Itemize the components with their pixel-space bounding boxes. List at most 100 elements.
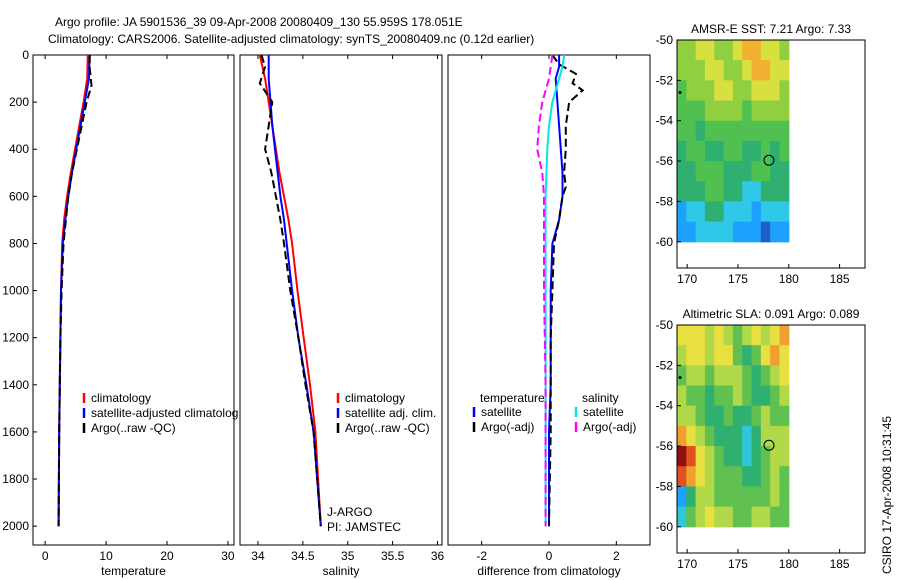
map-title: Altimetric SLA: 0.091 Argo: 0.089 bbox=[683, 307, 860, 321]
heatmap-cell bbox=[686, 466, 697, 488]
heatmap-cell bbox=[770, 120, 781, 142]
heatmap-cell bbox=[704, 325, 715, 346]
salinity-profile: 34 34.5 35 35.5 36 salinity climatologysatelli… bbox=[239, 54, 445, 578]
series-line-climatology bbox=[57, 55, 89, 527]
heatmap-cell bbox=[695, 161, 706, 182]
heatmap-cell bbox=[760, 40, 771, 61]
heatmap-cell bbox=[695, 345, 706, 366]
heatmap-cell bbox=[732, 425, 743, 447]
heatmap-cell bbox=[695, 506, 706, 528]
heatmap-cell bbox=[686, 425, 697, 447]
altimetric-sla-map: 170 175 180 185 -50 -52 -54 -56 -58 -60 Altimetric… bbox=[656, 307, 866, 571]
heatmap-cell bbox=[695, 425, 706, 447]
x-tick-label: 180 bbox=[779, 272, 799, 286]
heatmap-cell bbox=[760, 80, 771, 102]
heatmap-cell bbox=[686, 345, 697, 366]
heatmap-cell bbox=[742, 120, 753, 142]
heatmap-cell bbox=[760, 325, 771, 346]
heatmap-cell bbox=[677, 345, 687, 366]
heatmap-cell bbox=[714, 140, 725, 162]
heatmap-cell bbox=[704, 140, 715, 162]
series-line-argo-raw-qc bbox=[258, 55, 322, 527]
y-tick-label: -58 bbox=[656, 479, 674, 493]
heatmap-cell bbox=[677, 181, 687, 203]
heatmap-cell bbox=[723, 385, 734, 407]
heatmap-cell bbox=[732, 60, 743, 81]
heatmap-cell bbox=[677, 140, 687, 162]
heatmap-cell bbox=[751, 325, 762, 346]
heatmap-cell bbox=[677, 120, 687, 142]
heatmap-cell bbox=[677, 161, 687, 182]
heatmap-cell bbox=[751, 405, 762, 427]
heatmap-cell bbox=[723, 140, 734, 162]
heatmap-cell bbox=[723, 325, 734, 346]
heatmap-cell bbox=[714, 100, 725, 122]
heatmap-cell bbox=[686, 365, 697, 387]
heatmap-cell bbox=[779, 506, 790, 528]
heatmap-cell bbox=[686, 181, 697, 203]
heatmap-cell bbox=[732, 201, 743, 223]
x-axis-label: salinity bbox=[323, 564, 360, 578]
heatmap-cell bbox=[770, 446, 781, 467]
legend-label: satellite bbox=[481, 405, 522, 419]
heatmap-cell bbox=[686, 325, 697, 346]
float-program-label: J-ARGO bbox=[327, 505, 372, 519]
heatmap-cell bbox=[695, 385, 706, 407]
heatmap-cell bbox=[723, 446, 734, 467]
y-tick-label: -52 bbox=[656, 73, 674, 87]
heatmap-cell bbox=[751, 181, 762, 203]
heatmap-cell bbox=[704, 425, 715, 447]
heatmap-cell bbox=[742, 466, 753, 488]
heatmap-cell bbox=[677, 201, 687, 223]
x-tick-label: 10 bbox=[99, 549, 113, 563]
legend-label: satellite adj. clim. bbox=[345, 406, 436, 420]
y-tick-label: 400 bbox=[9, 142, 29, 156]
legend-label: Argo(..raw -QC) bbox=[91, 421, 176, 435]
x-tick-label: 180 bbox=[779, 557, 799, 571]
legend-label: satellite bbox=[583, 405, 624, 419]
heatmap-cell bbox=[704, 201, 715, 223]
heatmap-cell bbox=[677, 446, 687, 467]
x-tick-label: 175 bbox=[728, 557, 748, 571]
principal-investigator-label: PI: JAMSTEC bbox=[327, 520, 401, 534]
heatmap-cell bbox=[677, 486, 687, 508]
heatmap-cell bbox=[677, 60, 687, 81]
x-axis-label: temperature bbox=[101, 564, 166, 578]
heatmap-cell bbox=[742, 181, 753, 203]
heatmap-cell bbox=[714, 466, 725, 488]
heatmap-cell bbox=[695, 80, 706, 102]
heatmap-cell bbox=[779, 325, 790, 346]
heatmap-cell bbox=[732, 446, 743, 467]
heatmap-cell bbox=[677, 325, 687, 346]
legend-label: Argo(-adj) bbox=[481, 420, 534, 434]
heatmap-cell bbox=[770, 201, 781, 223]
heatmap-cell bbox=[760, 120, 771, 142]
heatmap-cell bbox=[751, 486, 762, 508]
heatmap-cell bbox=[732, 161, 743, 182]
heatmap-cell bbox=[704, 466, 715, 488]
y-tick-label: -54 bbox=[656, 399, 674, 413]
heatmap-cell bbox=[770, 466, 781, 488]
heatmap-cell bbox=[779, 140, 790, 162]
heatmap-cell bbox=[677, 506, 687, 528]
heatmap-cell bbox=[704, 221, 715, 243]
heatmap-cell bbox=[723, 345, 734, 366]
heatmap-cell bbox=[742, 100, 753, 122]
heatmap-cell bbox=[770, 405, 781, 427]
heatmap-cell bbox=[742, 221, 753, 243]
series-line-temperature-argo-adj bbox=[548, 55, 585, 527]
heatmap-cell bbox=[695, 100, 706, 122]
heatmap-cell bbox=[704, 345, 715, 366]
heatmap-cell bbox=[714, 365, 725, 387]
series-line-satellite-adjusted-climatology bbox=[57, 55, 91, 527]
heatmap-cell bbox=[742, 345, 753, 366]
heatmap-cell bbox=[751, 446, 762, 467]
x-tick-label: 175 bbox=[728, 272, 748, 286]
heatmap-cell bbox=[714, 120, 725, 142]
legend-title-salinity: salinity bbox=[582, 391, 619, 405]
heatmap-cell bbox=[714, 446, 725, 467]
heatmap-cell bbox=[704, 446, 715, 467]
figure-title-line2: Climatology: CARS2006. Satellite-adjuste… bbox=[48, 32, 534, 46]
heatmap-cell bbox=[751, 140, 762, 162]
